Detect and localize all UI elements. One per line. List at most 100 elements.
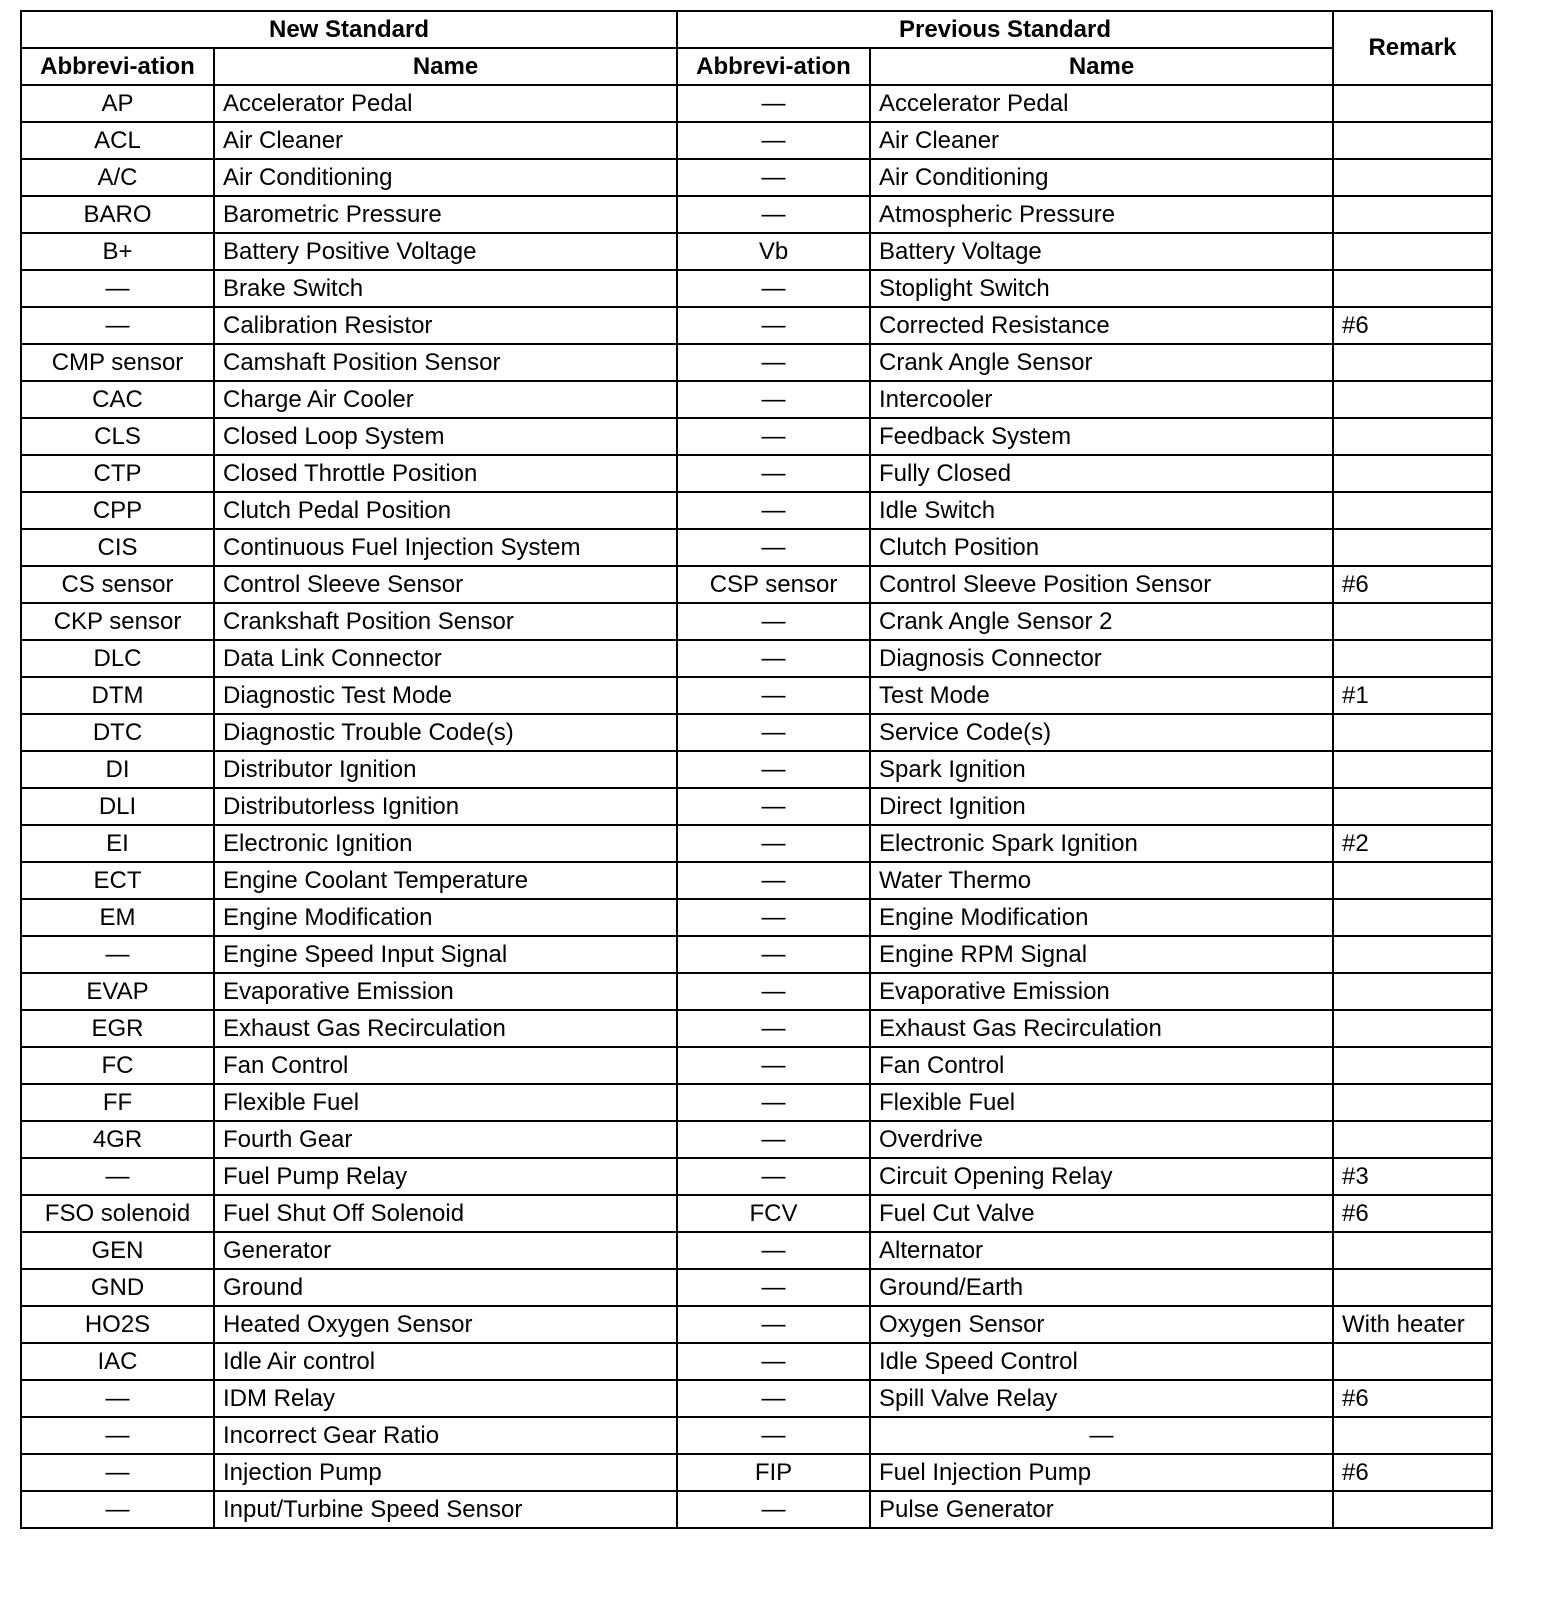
remark-cell (1332, 750, 1493, 789)
new-abbreviation-cell: CAC (20, 380, 215, 419)
previous-name-cell: Overdrive (869, 1120, 1334, 1159)
previous-name-cell: Direct Ignition (869, 787, 1334, 826)
new-name-cell: Injection Pump (213, 1453, 678, 1492)
previous-abbreviation-cell: — (676, 713, 871, 752)
new-name-cell: Continuous Fuel Injection System (213, 528, 678, 567)
new-name-cell: Brake Switch (213, 269, 678, 308)
table-row: GND Ground — Ground/Earth (20, 1268, 1493, 1307)
previous-abbreviation-cell: — (676, 1120, 871, 1159)
previous-name-cell: Fully Closed (869, 454, 1334, 493)
remark-cell (1332, 380, 1493, 419)
new-name-cell: Diagnostic Trouble Code(s) (213, 713, 678, 752)
table-row: BARO Barometric Pressure — Atmospheric Pres… (20, 195, 1493, 234)
remark-header: Remark (1332, 10, 1493, 86)
previous-abbreviation-cell: — (676, 676, 871, 715)
remark-cell (1332, 935, 1493, 974)
previous-abbreviation-header: Abbrevi-ation (676, 47, 871, 86)
previous-abbreviation-cell: Vb (676, 232, 871, 271)
remark-cell (1332, 1231, 1493, 1270)
remark-cell (1332, 639, 1493, 678)
previous-name-cell: Engine RPM Signal (869, 935, 1334, 974)
new-abbreviation-cell: — (20, 306, 215, 345)
new-abbreviation-header: Abbrevi-ation (20, 47, 215, 86)
new-name-cell: Accelerator Pedal (213, 84, 678, 123)
new-name-cell: Flexible Fuel (213, 1083, 678, 1122)
new-name-cell: Battery Positive Voltage (213, 232, 678, 271)
remark-cell (1332, 972, 1493, 1011)
new-abbreviation-cell: CS sensor (20, 565, 215, 604)
table-row: CKP sensor Crankshaft Position Sensor — Cra… (20, 602, 1493, 641)
previous-abbreviation-cell: — (676, 639, 871, 678)
previous-name-header: Name (869, 47, 1334, 86)
table-row: AP Accelerator Pedal — Accelerator Pedal (20, 84, 1493, 123)
new-abbreviation-cell: CPP (20, 491, 215, 530)
new-name-cell: Fourth Gear (213, 1120, 678, 1159)
previous-abbreviation-cell: — (676, 158, 871, 197)
new-name-cell: Idle Air control (213, 1342, 678, 1381)
previous-name-cell: Test Mode (869, 676, 1334, 715)
table-row: — Calibration Resistor — Corrected Resistan… (20, 306, 1493, 345)
previous-name-cell: Exhaust Gas Recirculation (869, 1009, 1334, 1048)
table-row: DI Distributor Ignition — Spark Ignition (20, 750, 1493, 789)
new-name-cell: Charge Air Cooler (213, 380, 678, 419)
previous-abbreviation-cell: — (676, 935, 871, 974)
previous-name-cell: Crank Angle Sensor (869, 343, 1334, 382)
previous-abbreviation-cell: — (676, 861, 871, 900)
new-name-cell: Electronic Ignition (213, 824, 678, 863)
new-abbreviation-cell: GEN (20, 1231, 215, 1270)
remark-cell: #6 (1332, 1194, 1493, 1233)
new-name-cell: Control Sleeve Sensor (213, 565, 678, 604)
previous-name-cell: Intercooler (869, 380, 1334, 419)
remark-cell (1332, 121, 1493, 160)
previous-abbreviation-cell: — (676, 195, 871, 234)
table-row: — Brake Switch — Stoplight Switch (20, 269, 1493, 308)
remark-cell: #2 (1332, 824, 1493, 863)
previous-name-cell: Evaporative Emission (869, 972, 1334, 1011)
new-abbreviation-cell: BARO (20, 195, 215, 234)
table-row: 4GR Fourth Gear — Overdrive (20, 1120, 1493, 1159)
new-abbreviation-cell: GND (20, 1268, 215, 1307)
previous-name-cell: Ground/Earth (869, 1268, 1334, 1307)
previous-name-cell: Spill Valve Relay (869, 1379, 1334, 1418)
remark-cell (1332, 491, 1493, 530)
previous-abbreviation-cell: — (676, 1416, 871, 1455)
previous-abbreviation-cell: — (676, 824, 871, 863)
remark-cell (1332, 1083, 1493, 1122)
new-abbreviation-cell: DTM (20, 676, 215, 715)
previous-name-cell: Corrected Resistance (869, 306, 1334, 345)
new-name-cell: Exhaust Gas Recirculation (213, 1009, 678, 1048)
table-row: — IDM Relay — Spill Valve Relay #6 (20, 1379, 1493, 1418)
previous-name-cell: Flexible Fuel (869, 1083, 1334, 1122)
new-name-cell: Engine Speed Input Signal (213, 935, 678, 974)
remark-cell: With heater (1332, 1305, 1493, 1344)
new-name-cell: Fan Control (213, 1046, 678, 1085)
previous-name-cell: Crank Angle Sensor 2 (869, 602, 1334, 641)
previous-name-cell: Pulse Generator (869, 1490, 1334, 1529)
remark-cell (1332, 232, 1493, 271)
new-name-cell: Closed Throttle Position (213, 454, 678, 493)
table-body: AP Accelerator Pedal — Accelerator Pedal ACL… (20, 84, 1493, 1529)
previous-name-cell: Engine Modification (869, 898, 1334, 937)
new-name-cell: Distributor Ignition (213, 750, 678, 789)
table-row: DLI Distributorless Ignition — Direct Ignit… (20, 787, 1493, 826)
new-abbreviation-cell: A/C (20, 158, 215, 197)
previous-name-cell: Stoplight Switch (869, 269, 1334, 308)
table-row: CLS Closed Loop System — Feedback System (20, 417, 1493, 456)
new-name-cell: Barometric Pressure (213, 195, 678, 234)
new-abbreviation-cell: DTC (20, 713, 215, 752)
new-abbreviation-cell: CKP sensor (20, 602, 215, 641)
previous-name-cell: Service Code(s) (869, 713, 1334, 752)
previous-name-cell: Diagnosis Connector (869, 639, 1334, 678)
table-row: CIS Continuous Fuel Injection System — Clut… (20, 528, 1493, 567)
remark-cell (1332, 1490, 1493, 1529)
new-abbreviation-cell: DLI (20, 787, 215, 826)
table-row: — Input/Turbine Speed Sensor — Pulse Genera… (20, 1490, 1493, 1529)
new-abbreviation-cell: IAC (20, 1342, 215, 1381)
remark-cell (1332, 343, 1493, 382)
remark-cell (1332, 84, 1493, 123)
new-abbreviation-cell: — (20, 1157, 215, 1196)
remark-cell: #3 (1332, 1157, 1493, 1196)
table-row: CPP Clutch Pedal Position — Idle Switch (20, 491, 1493, 530)
previous-abbreviation-cell: FCV (676, 1194, 871, 1233)
previous-name-cell: Feedback System (869, 417, 1334, 456)
